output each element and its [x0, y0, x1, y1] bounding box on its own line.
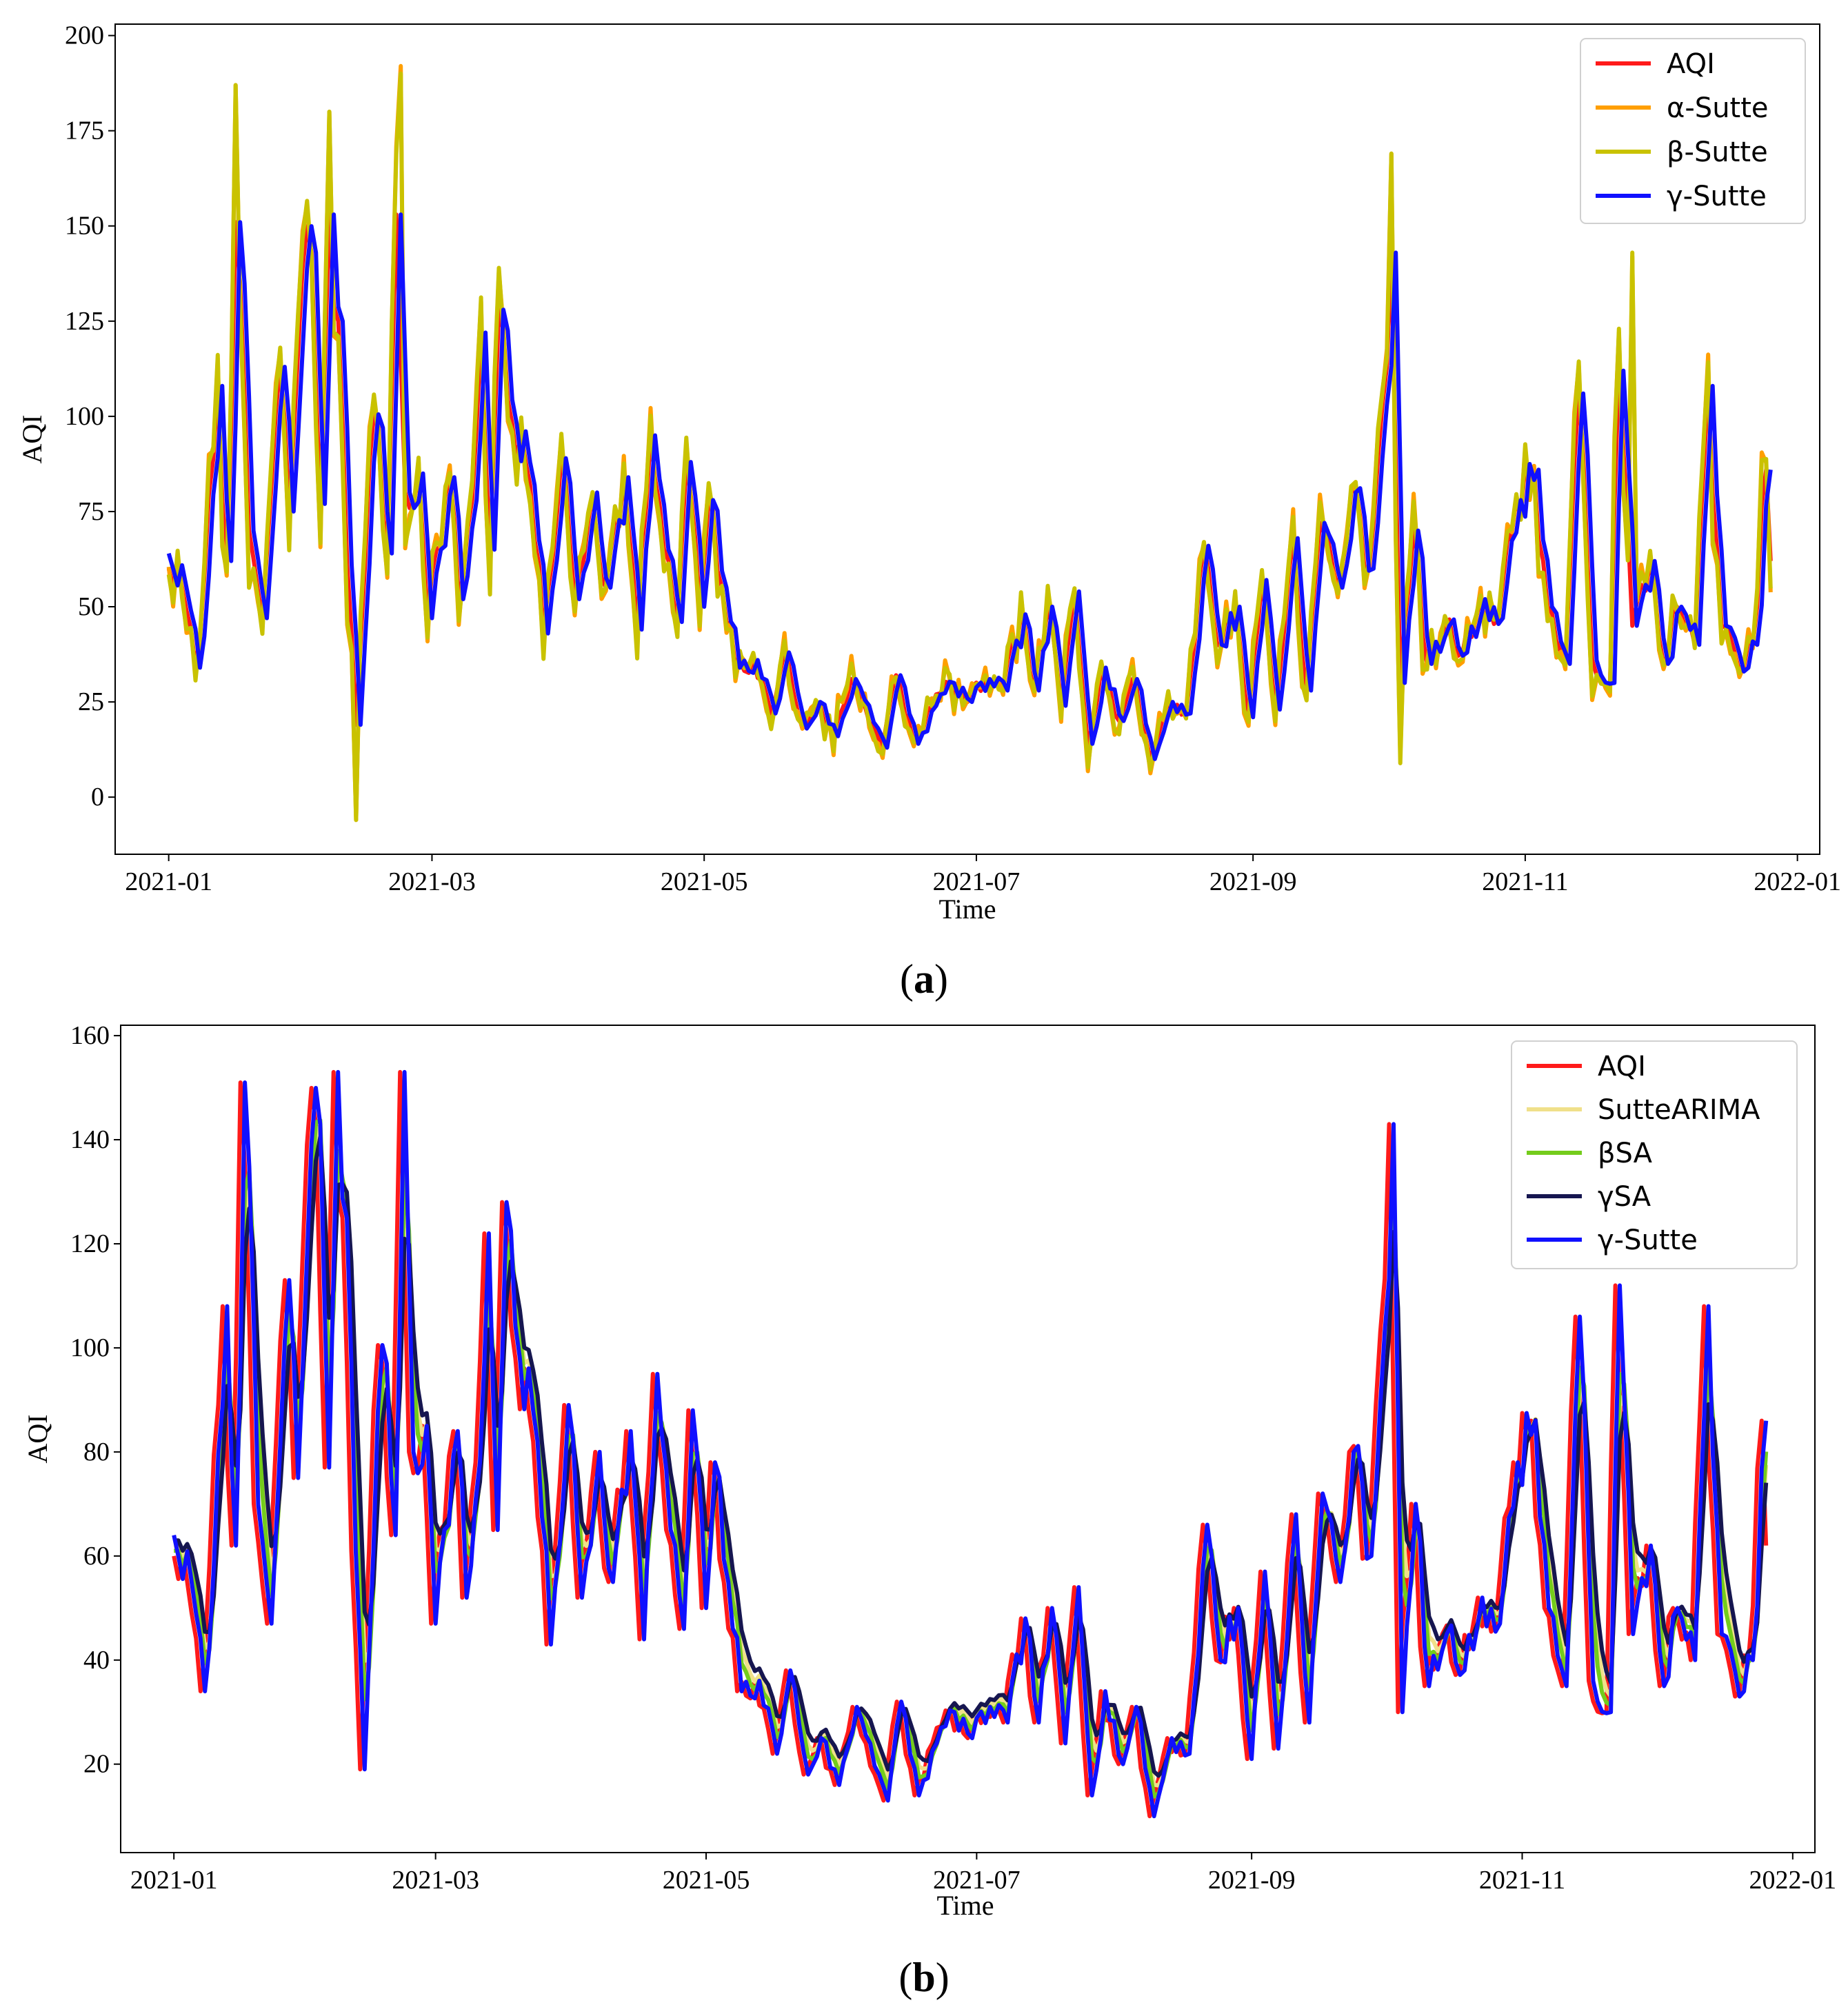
legend-box — [1511, 1040, 1798, 1269]
panel-b-axes: 20 40 60 80 100 120 140 160 2021-01 2021-03 2021-0… — [70, 1021, 1836, 1895]
panel-a-axes: 0 25 50 75 100 125 150 175 200 2021-01 2021-03 2021… — [65, 21, 1841, 896]
panel-a-x-axis-label: Time — [938, 894, 996, 925]
x-tick-label: 2021-09 — [1209, 867, 1297, 896]
y-tick-label: 0 — [91, 783, 104, 812]
legend-label: AQI — [1598, 1051, 1646, 1082]
y-tick-label: 100 — [70, 1333, 110, 1362]
panel-a-label: (a) — [900, 956, 948, 1002]
x-tick-label: 2021-11 — [1482, 867, 1568, 896]
panel-a-chart: 0 25 50 75 100 125 150 175 200 2021-01 2021-03 2021… — [17, 21, 1841, 1002]
y-tick-label: 75 — [78, 497, 104, 526]
x-tick-label: 2021-01 — [130, 1866, 218, 1895]
legend-label: γSA — [1598, 1181, 1651, 1213]
series-line-γ-Sutte — [166, 212, 1773, 761]
y-tick-label: 40 — [83, 1646, 110, 1675]
panel-a-series — [166, 63, 1773, 823]
x-tick-label: 2021-09 — [1208, 1866, 1296, 1895]
y-tick-label: 200 — [65, 21, 104, 50]
y-tick-label: 25 — [78, 687, 104, 716]
legend-box — [1580, 38, 1806, 224]
panel-b-y-axis-label: AQI — [22, 1414, 53, 1463]
series-line-β-Sutte — [166, 71, 1773, 823]
x-tick-label: 2021-07 — [933, 867, 1021, 896]
y-tick-label: 150 — [65, 212, 104, 241]
y-tick-label: 80 — [83, 1438, 110, 1466]
legend-label: SutteARIMA — [1598, 1094, 1760, 1126]
x-tick-label: 2021-05 — [663, 1866, 750, 1895]
y-tick-label: 60 — [83, 1542, 110, 1571]
panel-a-y-axis-label: AQI — [17, 414, 48, 463]
legend-label: β-Sutte — [1667, 137, 1768, 168]
panel-b-chart: 20 40 60 80 100 120 140 160 2021-01 2021-03 2021-0… — [22, 1021, 1836, 2000]
legend-label: βSA — [1598, 1138, 1653, 1169]
panel-b-label: (b) — [898, 1955, 949, 2000]
x-tick-label: 2021-11 — [1479, 1866, 1565, 1895]
x-tick-label: 2022-01 — [1749, 1866, 1837, 1895]
legend-label: α-Sutte — [1667, 92, 1769, 124]
x-tick-label: 2021-05 — [661, 867, 748, 896]
y-tick-label: 175 — [65, 117, 104, 145]
y-tick-label: 100 — [65, 402, 104, 431]
y-tick-label: 140 — [70, 1125, 110, 1154]
x-tick-label: 2021-07 — [933, 1866, 1021, 1895]
y-tick-label: 50 — [78, 592, 104, 621]
legend-label: AQI — [1667, 48, 1715, 80]
panel-b-series — [172, 1069, 1769, 1819]
legend-label: γ-Sutte — [1667, 181, 1767, 212]
x-tick-label: 2021-03 — [392, 1866, 479, 1895]
x-tick-label: 2021-01 — [125, 867, 212, 896]
panel-a-legend: AQI α-Sutte β-Sutte γ-Sutte — [1580, 38, 1806, 224]
y-tick-label: 160 — [70, 1021, 110, 1050]
legend-label: γ-Sutte — [1598, 1224, 1698, 1256]
y-tick-label: 120 — [70, 1229, 110, 1258]
x-tick-label: 2021-03 — [388, 867, 476, 896]
y-tick-label: 20 — [83, 1750, 110, 1779]
panel-b-x-axis-label: Time — [936, 1890, 994, 1921]
y-tick-label: 125 — [65, 307, 104, 336]
x-tick-label: 2022-01 — [1754, 867, 1841, 896]
panel-b-legend: AQI SutteARIMA βSA γSA γ-Sutte — [1511, 1040, 1798, 1269]
series-line-γ-Sutte — [172, 1069, 1769, 1819]
panel-a-plot-frame — [114, 23, 1820, 855]
